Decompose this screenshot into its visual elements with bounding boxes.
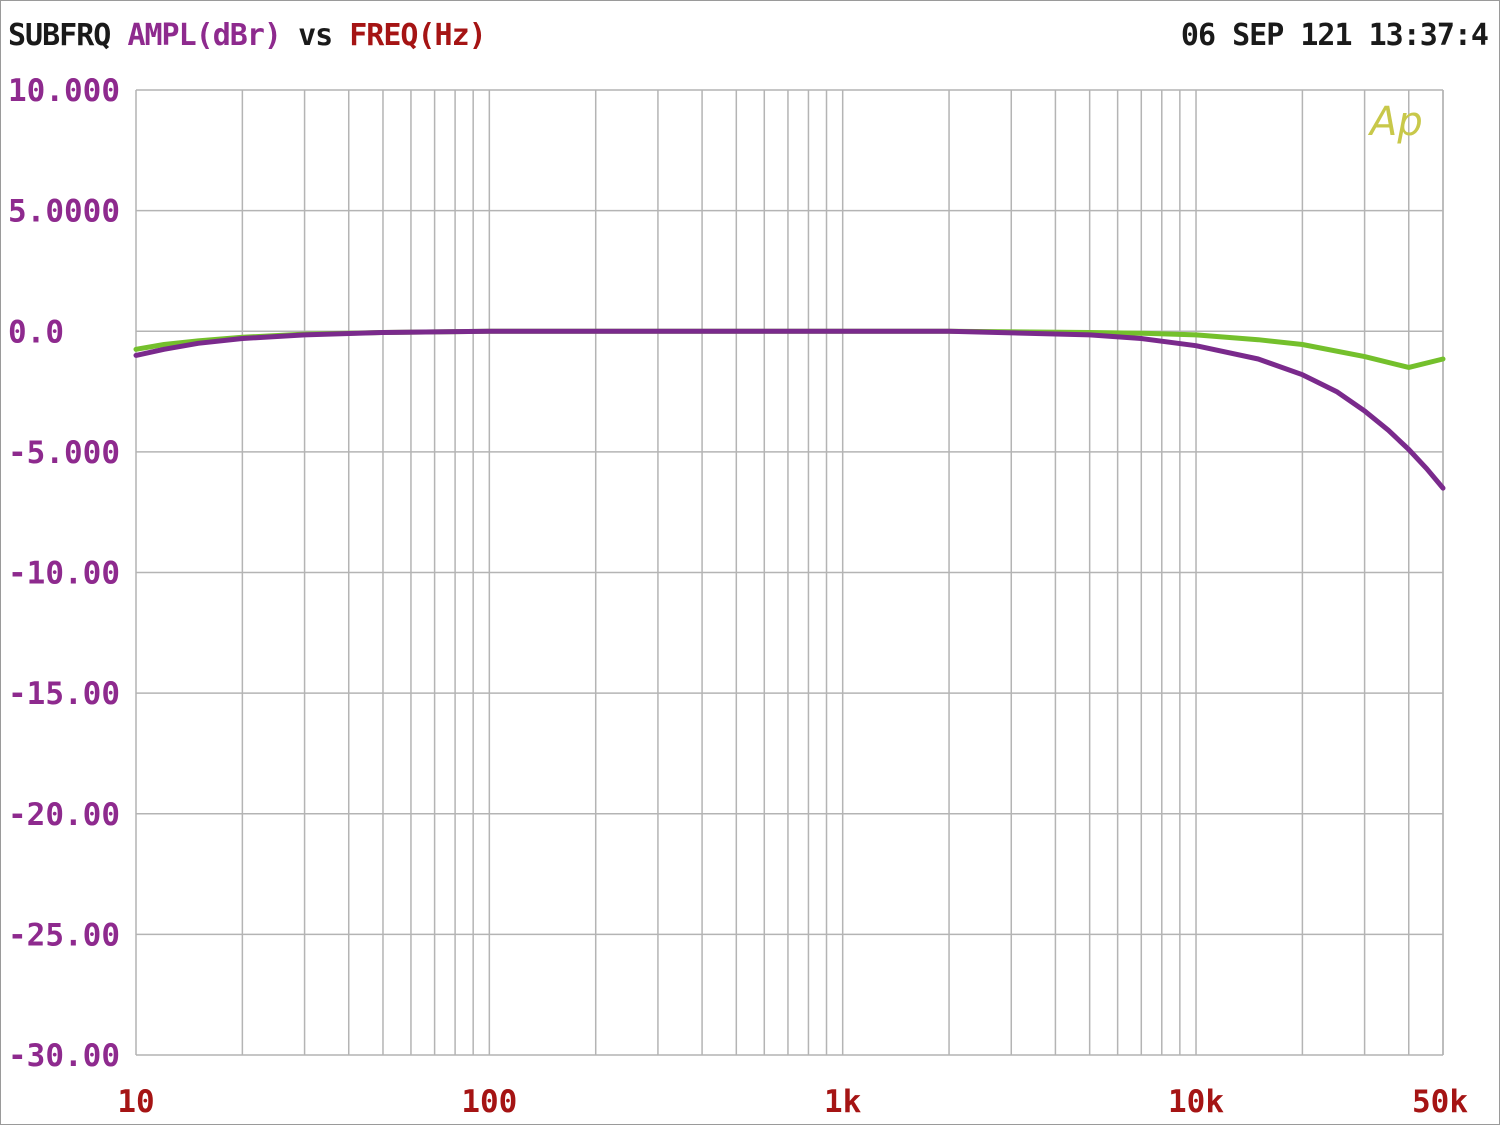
x-tick-label: 10k bbox=[1168, 1084, 1224, 1120]
grid bbox=[135, 89, 1444, 1056]
series-line-2 bbox=[133, 328, 1446, 491]
y-tick-label: -5.000 bbox=[8, 435, 120, 471]
y-tick-label: 0.0 bbox=[8, 314, 64, 350]
x-axis-ticks: 10 100 1k 10k 50k bbox=[117, 1084, 1468, 1120]
x-tick-label: 100 bbox=[461, 1084, 517, 1120]
measurement-name: SUBFRQ bbox=[8, 18, 111, 53]
series-layer bbox=[133, 328, 1446, 491]
x-tick-label: 1k bbox=[824, 1084, 862, 1120]
y-tick-label: 5.0000 bbox=[8, 194, 120, 230]
audio-precision-logo: Ap bbox=[1367, 99, 1423, 145]
series-line-1 bbox=[133, 328, 1446, 370]
y-tick-label: -20.00 bbox=[8, 797, 120, 833]
y-tick-label: 10.000 bbox=[8, 73, 120, 109]
timestamp: 06 SEP 121 13:37:4 bbox=[1180, 18, 1489, 53]
y-tick-label: -25.00 bbox=[8, 917, 120, 953]
x-tick-label: 50k bbox=[1412, 1084, 1468, 1120]
y-tick-label: -15.00 bbox=[8, 676, 120, 712]
x-tick-label: 10 bbox=[117, 1084, 154, 1120]
y-quantity-label: AMPL(dBr) bbox=[127, 18, 282, 53]
y-tick-label: -10.00 bbox=[8, 556, 120, 592]
y-tick-label: -30.00 bbox=[8, 1038, 120, 1074]
x-quantity-label: FREQ(Hz) bbox=[349, 18, 486, 53]
vs-label: vs bbox=[298, 18, 333, 53]
chart-title: SUBFRQ AMPL(dBr) vs FREQ(Hz) bbox=[8, 18, 487, 53]
y-axis-ticks: 10.000 5.0000 0.0 -5.000 -10.00 -15.00 -20.00 -… bbox=[8, 73, 120, 1074]
